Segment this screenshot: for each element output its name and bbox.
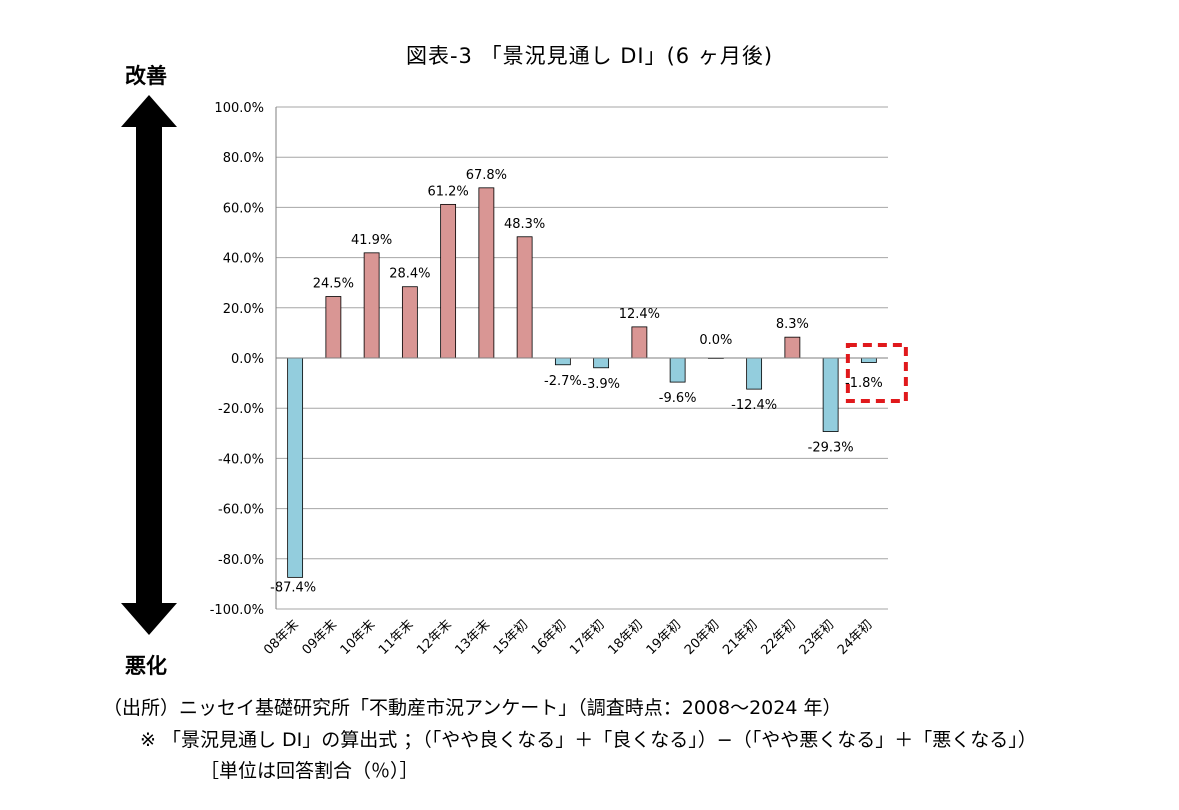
bar <box>478 187 495 359</box>
x-tick-label: 18年初 <box>606 617 647 658</box>
x-tick-label: 13年末 <box>453 617 494 658</box>
y-tick-label: 0.0% <box>231 352 264 367</box>
data-label: 41.9% <box>351 233 392 248</box>
unit-note: ［単位は回答割合（％）］ <box>200 760 419 782</box>
chart-title: 図表-3 「景況見通し DI」(6 ヶ月後) <box>405 44 774 68</box>
bar <box>554 357 571 366</box>
y-tick-label: 100.0% <box>214 101 264 116</box>
x-tick-label: 23年初 <box>797 617 838 658</box>
x-tick-label: 15年初 <box>491 617 532 658</box>
bar <box>593 357 610 369</box>
data-label: -9.6% <box>659 391 697 406</box>
bar <box>401 286 418 359</box>
formula-note: ※ 「景況見通し DI」の算出式 ；（「やや良くなる」＋「良くなる」）−（「やや… <box>140 729 1037 751</box>
bar <box>440 203 457 359</box>
data-label: 67.8% <box>466 168 507 183</box>
y-tick-label: 20.0% <box>223 302 264 317</box>
x-tick-label: 20年初 <box>682 617 723 658</box>
bar <box>822 357 839 432</box>
data-label: -29.3% <box>808 441 854 456</box>
bar <box>631 326 648 359</box>
data-label: 48.3% <box>504 217 545 232</box>
bar <box>860 357 877 363</box>
y-tick-label: 80.0% <box>223 151 264 166</box>
data-label: -3.9% <box>582 377 620 392</box>
x-tick-label: 22年初 <box>759 617 800 658</box>
bar <box>746 357 763 390</box>
x-tick-label: 09年末 <box>300 617 341 658</box>
x-tick-label: 08年末 <box>261 617 302 658</box>
highlight-box <box>845 343 908 403</box>
bar <box>784 336 801 359</box>
x-tick-label: 12年末 <box>414 617 455 658</box>
y-tick-label: -40.0% <box>218 452 264 467</box>
y-tick-label: 40.0% <box>223 252 264 267</box>
y-tick-label: -60.0% <box>218 503 264 518</box>
x-tick-label: 16年初 <box>529 617 570 658</box>
data-label: 28.4% <box>389 267 430 282</box>
data-label: -87.4% <box>270 580 316 595</box>
y-tick-label: 60.0% <box>223 201 264 216</box>
y-tick-label: -20.0% <box>218 402 264 417</box>
x-tick-label: 19年初 <box>644 617 685 658</box>
data-label: 24.5% <box>313 277 354 292</box>
source-note: （出所）ニッセイ基礎研究所「不動産市況アンケート」（調査時点：2008～2024… <box>103 697 842 719</box>
bar <box>516 236 533 359</box>
worsen-label: 悪化 <box>125 654 167 678</box>
bar-chart: 100.0% 80.0% 60.0% 40.0% 20.0% 0.0% -20.0% -40.… <box>210 101 908 658</box>
x-tick-label: 21年初 <box>720 617 761 658</box>
double-arrow-icon <box>121 95 177 635</box>
bar <box>363 252 380 359</box>
y-tick-label: -80.0% <box>218 553 264 568</box>
bar <box>325 296 342 359</box>
bar <box>287 357 304 578</box>
data-label: -2.7% <box>544 374 582 389</box>
x-tick-label: 17年初 <box>567 617 608 658</box>
x-tick-label: 24年初 <box>835 617 876 658</box>
x-tick-label: 10年末 <box>338 617 379 658</box>
data-label: 0.0% <box>699 333 732 348</box>
x-tick-label: 11年末 <box>376 617 417 658</box>
bar <box>669 357 686 383</box>
y-tick-label: -100.0% <box>210 603 264 618</box>
data-label: 61.2% <box>427 184 468 199</box>
data-label: -1.8% <box>845 376 883 391</box>
data-label: 8.3% <box>776 317 809 332</box>
data-label: -12.4% <box>731 398 777 413</box>
data-label: 12.4% <box>619 307 660 322</box>
improve-label: 改善 <box>125 64 167 88</box>
